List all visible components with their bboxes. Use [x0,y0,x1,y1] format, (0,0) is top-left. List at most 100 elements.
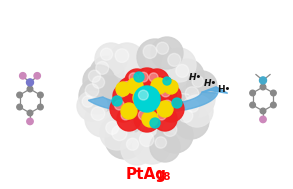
Circle shape [96,61,109,74]
Circle shape [134,106,160,132]
Circle shape [88,70,100,82]
Text: H•: H• [203,78,217,88]
Circle shape [153,107,177,131]
Circle shape [143,45,157,58]
Circle shape [113,84,137,108]
Circle shape [173,100,185,112]
Circle shape [150,118,160,128]
Circle shape [162,100,172,110]
Circle shape [271,90,276,96]
Circle shape [115,100,124,110]
Circle shape [151,78,167,94]
Circle shape [260,116,266,123]
Circle shape [138,90,148,100]
Circle shape [271,102,276,108]
Circle shape [112,96,122,106]
Circle shape [17,104,22,110]
Circle shape [149,77,177,105]
Circle shape [20,73,26,79]
Circle shape [172,98,182,108]
Circle shape [157,117,193,153]
Circle shape [27,86,33,92]
Circle shape [138,72,148,82]
Circle shape [38,104,43,110]
Circle shape [106,122,119,134]
Circle shape [122,81,132,92]
Circle shape [161,88,170,97]
Circle shape [162,48,196,82]
Circle shape [105,119,145,159]
Circle shape [173,103,209,139]
Circle shape [27,110,33,116]
Circle shape [157,111,166,120]
Circle shape [181,95,213,127]
Circle shape [127,78,143,94]
Circle shape [260,84,266,90]
Circle shape [260,108,266,114]
Circle shape [112,125,127,141]
Circle shape [34,73,40,79]
Text: H•: H• [188,73,202,81]
Circle shape [26,79,33,86]
Circle shape [121,111,130,120]
Circle shape [129,73,138,82]
Circle shape [90,56,124,90]
Circle shape [150,132,180,162]
Circle shape [186,100,199,112]
Circle shape [156,42,168,54]
Circle shape [149,73,158,82]
Circle shape [250,90,255,96]
Circle shape [100,116,134,150]
Circle shape [155,137,166,148]
Circle shape [83,65,115,97]
Circle shape [133,126,171,164]
Circle shape [138,110,148,120]
Circle shape [157,101,173,117]
Circle shape [27,118,33,125]
Circle shape [85,101,121,137]
Circle shape [77,91,107,121]
Circle shape [176,64,189,77]
Circle shape [117,88,126,97]
Polygon shape [88,92,218,113]
Circle shape [167,95,199,127]
Circle shape [192,76,204,87]
Circle shape [109,43,145,79]
Circle shape [116,82,130,96]
Circle shape [133,89,151,107]
Circle shape [187,71,217,101]
Polygon shape [202,87,228,93]
Circle shape [92,76,105,88]
Circle shape [151,37,183,69]
Circle shape [145,69,169,93]
Circle shape [125,69,149,93]
Circle shape [142,111,158,127]
Circle shape [185,87,199,100]
Circle shape [164,80,178,94]
Circle shape [137,39,173,75]
Circle shape [139,132,154,146]
Circle shape [134,72,144,82]
Circle shape [91,107,105,120]
Circle shape [110,96,136,122]
Circle shape [115,49,129,62]
Circle shape [38,92,43,98]
Circle shape [158,96,184,122]
Circle shape [250,102,255,108]
Circle shape [260,77,267,84]
Circle shape [121,103,137,119]
Circle shape [179,109,193,122]
Circle shape [163,123,177,136]
Circle shape [17,92,22,98]
Circle shape [134,86,160,112]
Circle shape [79,78,115,114]
Circle shape [134,68,160,94]
Circle shape [85,84,99,98]
Circle shape [117,77,145,105]
Circle shape [168,53,181,66]
Circle shape [127,138,139,150]
Circle shape [87,71,119,103]
Circle shape [100,48,113,60]
Circle shape [95,43,127,75]
Circle shape [117,107,141,131]
